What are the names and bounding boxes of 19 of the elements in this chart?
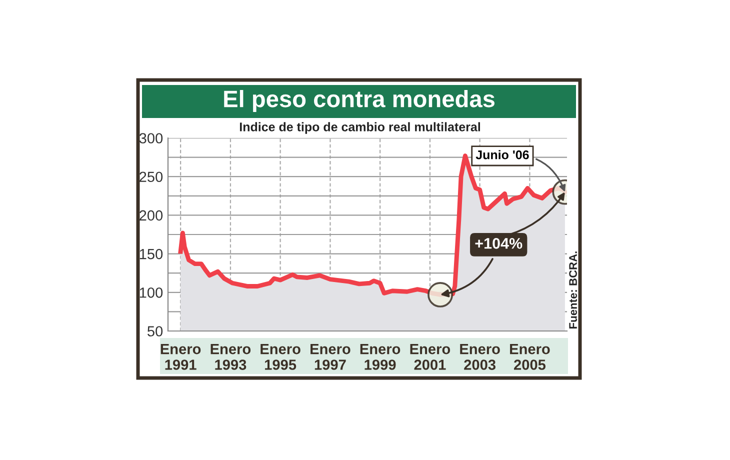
source-note: Fuente: BCRA. [569, 252, 577, 328]
y-tick-label: 300 [139, 133, 163, 144]
x-tick-label: Enero 2001 [410, 344, 450, 370]
x-tick-label: Enero 1997 [310, 344, 350, 370]
annotation: Junio '06 [476, 150, 529, 160]
x-tick-label: Enero 1995 [260, 344, 300, 370]
y-tick-label: 50 [148, 326, 163, 336]
x-tick-label: Enero 2005 [510, 344, 550, 370]
y-tick-label: 100 [140, 288, 163, 298]
y-tick-label: 200 [140, 210, 163, 221]
x-tick-label: Enero 1993 [210, 344, 251, 370]
x-tick-label: Enero 1999 [360, 344, 400, 370]
y-tick-label: 250 [140, 172, 163, 182]
x-tick-label: Enero 2003 [460, 344, 500, 370]
annotation: +104% [475, 238, 522, 249]
y-tick-label: 150 [140, 248, 163, 260]
chart-title: El peso contra monedas [224, 90, 494, 112]
x-tick-label: Enero 1991 [160, 344, 201, 370]
chart-subtitle: Indice de tipo de cambio real multilateral [240, 122, 480, 134]
